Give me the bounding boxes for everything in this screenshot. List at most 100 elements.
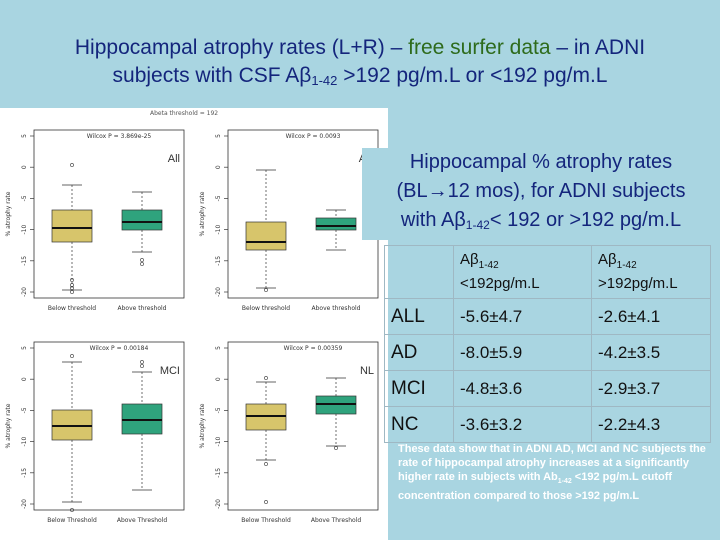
cell-below: -3.6±3.2 bbox=[453, 406, 592, 443]
y-tick-label: 0 bbox=[215, 377, 222, 381]
boxplot-svg: 5 0 -5 -10 -15 -20 % atrophy rate Wilcox P = 3.… bbox=[5, 129, 185, 312]
x-tick-label: Below threshold bbox=[48, 305, 96, 312]
box bbox=[121, 209, 163, 231]
boxplot-panel-nl: 5 0 -5 -10 -15 -20 % atrophy rate Wilcox P = 0.… bbox=[196, 330, 386, 536]
outlier-point bbox=[334, 446, 338, 450]
x-tick-label: Above Threshold bbox=[117, 517, 167, 524]
outlier-point bbox=[70, 286, 74, 290]
y-tick-label: -20 bbox=[215, 499, 222, 509]
y-tick-label: -10 bbox=[215, 225, 222, 235]
cell-below: -5.6±4.7 bbox=[453, 298, 592, 335]
boxplot-panel-mci: 5 0 -5 -10 -15 -20 % atrophy rate Wilcox P = 0.… bbox=[2, 330, 192, 536]
title-line-2: subjects with CSF Aβ1-42 >192 pg/m.L or … bbox=[112, 64, 608, 88]
y-tick-label: -5 bbox=[215, 195, 222, 201]
y-axis-label: % atrophy rate bbox=[199, 403, 206, 448]
boxplot-svg: 5 0 -5 -10 -15 -20 % atrophy rate Wilcox P = 0.… bbox=[5, 341, 185, 524]
box bbox=[245, 221, 287, 251]
y-tick-label: 5 bbox=[215, 346, 222, 350]
x-tick-label: Above threshold bbox=[118, 305, 167, 312]
x-tick-label: Below Threshold bbox=[241, 517, 291, 524]
x-tick-label: Above Threshold bbox=[311, 517, 361, 524]
y-tick-label: -10 bbox=[21, 225, 28, 235]
header-empty-cell bbox=[384, 245, 454, 299]
y-tick-label: -15 bbox=[21, 468, 28, 478]
outlier-point bbox=[140, 258, 144, 262]
y-axis-label: % atrophy rate bbox=[199, 191, 206, 236]
cell-below: -4.8±3.6 bbox=[453, 370, 592, 407]
outlier-point bbox=[264, 376, 268, 380]
subheading: Hippocampal % atrophy rates (BL→12 mos),… bbox=[362, 148, 720, 240]
outlier-point bbox=[70, 354, 74, 358]
header-below-threshold: Aβ1-42 <192pg/m.L bbox=[453, 245, 592, 299]
outlier-point bbox=[264, 288, 268, 292]
plot-frame bbox=[227, 341, 379, 511]
y-tick-label: -10 bbox=[215, 437, 222, 447]
y-tick-label: -10 bbox=[21, 437, 28, 447]
y-tick-label: 5 bbox=[215, 134, 222, 138]
outlier-point bbox=[140, 364, 144, 368]
row-label: ALL bbox=[384, 298, 454, 335]
table-row: ALL -5.6±4.7 -2.6±4.1 bbox=[384, 298, 711, 335]
table-row: AD -8.0±5.9 -4.2±3.5 bbox=[384, 334, 711, 371]
row-label: NC bbox=[384, 406, 454, 443]
outlier-point bbox=[70, 290, 74, 294]
table-row: NC -3.6±3.2 -2.2±4.3 bbox=[384, 406, 711, 443]
outlier-point bbox=[140, 360, 144, 364]
row-label: AD bbox=[384, 334, 454, 371]
pvalue-label: Wilcox P = 0.00359 bbox=[284, 345, 343, 352]
y-tick-label: -15 bbox=[21, 256, 28, 266]
cell-above: -2.6±4.1 bbox=[591, 298, 711, 335]
cell-above: -2.9±3.7 bbox=[591, 370, 711, 407]
group-label: NL bbox=[360, 365, 374, 377]
table-row: MCI -4.8±3.6 -2.9±3.7 bbox=[384, 370, 711, 407]
box bbox=[315, 217, 357, 231]
y-tick-label: -20 bbox=[21, 287, 28, 297]
cell-below: -8.0±5.9 bbox=[453, 334, 592, 371]
row-label: MCI bbox=[384, 370, 454, 407]
outlier-point bbox=[264, 462, 268, 466]
boxplot-svg: 5 0 -5 -10 -15 -20 % atrophy rate Wilcox P = 0.… bbox=[199, 129, 379, 312]
outlier-point bbox=[264, 500, 268, 504]
x-tick-label: Above threshold bbox=[312, 305, 361, 312]
box bbox=[51, 209, 93, 243]
subheading-line-1: Hippocampal % atrophy rates bbox=[409, 151, 673, 173]
pvalue-label: Wilcox P = 3.869e-25 bbox=[87, 133, 152, 140]
y-axis-label: % atrophy rate bbox=[5, 191, 12, 236]
plot-frame bbox=[33, 129, 185, 299]
figure-top-label: Abeta threshold = 192 bbox=[150, 110, 219, 117]
title-highlight: free surfer data bbox=[408, 36, 551, 59]
subheading-line-3: with Aβ1-42< 192 or >192 pg/m.L bbox=[400, 209, 682, 232]
conclusion-note: These data show that in ADNI AD, MCI and… bbox=[398, 443, 706, 503]
table-header-row: Aβ1-42 <192pg/m.L Aβ1-42 >192pg/m.L bbox=[384, 245, 711, 299]
pvalue-label: Wilcox P = 0.0093 bbox=[286, 133, 341, 140]
y-tick-label: 5 bbox=[21, 134, 28, 138]
plot-frame bbox=[227, 129, 379, 299]
x-tick-label: Below Threshold bbox=[47, 517, 97, 524]
y-tick-label: -15 bbox=[215, 256, 222, 266]
y-tick-label: 5 bbox=[21, 346, 28, 350]
cell-above: -2.2±4.3 bbox=[591, 406, 711, 443]
boxplot-figure: Abeta threshold = 192 5 0 -5 -10 -15 -20 % atr… bbox=[0, 108, 388, 540]
atrophy-rates-table: Aβ1-42 <192pg/m.L Aβ1-42 >192pg/m.L ALL -5… bbox=[384, 245, 711, 443]
subheading-line-2: (BL→12 mos), for ADNI subjects bbox=[396, 180, 686, 202]
group-label: All bbox=[168, 153, 180, 165]
y-tick-label: 0 bbox=[21, 377, 28, 381]
cell-above: -4.2±3.5 bbox=[591, 334, 711, 371]
pvalue-label: Wilcox P = 0.00184 bbox=[90, 345, 149, 352]
boxplot-panel-all: 5 0 -5 -10 -15 -20 % atrophy rate Wilcox P = 3.… bbox=[2, 118, 192, 324]
header-above-threshold: Aβ1-42 >192pg/m.L bbox=[591, 245, 711, 299]
outlier-point bbox=[70, 508, 74, 512]
boxplot-panel-ad: 5 0 -5 -10 -15 -20 % atrophy rate Wilcox P = 0.… bbox=[196, 118, 386, 324]
y-tick-label: 0 bbox=[21, 165, 28, 169]
group-label: MCI bbox=[160, 365, 180, 377]
boxplot-svg: 5 0 -5 -10 -15 -20 % atrophy rate Wilcox P = 0.… bbox=[199, 341, 379, 524]
y-tick-label: -20 bbox=[215, 287, 222, 297]
y-axis-label: % atrophy rate bbox=[5, 403, 12, 448]
y-tick-label: -5 bbox=[215, 407, 222, 413]
title-line-1: Hippocampal atrophy rates (L+R) – free s… bbox=[74, 36, 646, 59]
plot-frame bbox=[33, 341, 185, 511]
outlier-point bbox=[70, 163, 74, 167]
y-tick-label: -15 bbox=[215, 468, 222, 478]
x-tick-label: Below threshold bbox=[242, 305, 290, 312]
slide-title: Hippocampal atrophy rates (L+R) – free s… bbox=[0, 34, 720, 95]
